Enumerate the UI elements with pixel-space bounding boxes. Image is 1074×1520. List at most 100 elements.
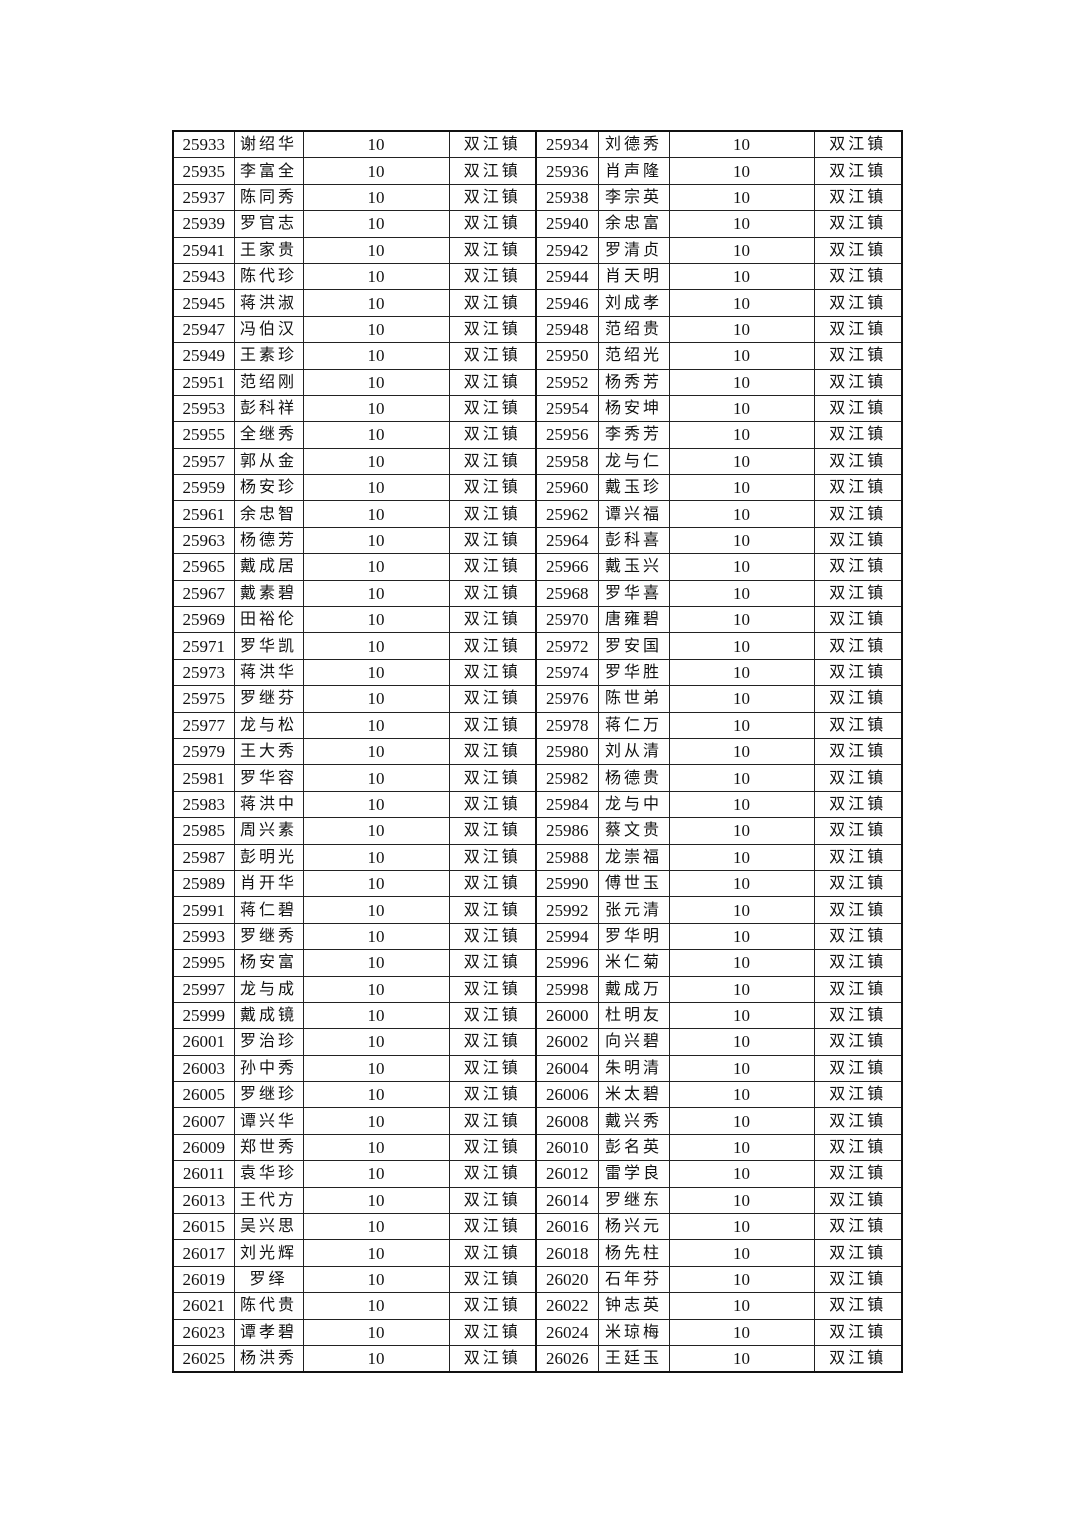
amount-cell: 10 bbox=[302, 236, 450, 264]
town-name-cell: 双江镇 bbox=[448, 843, 537, 871]
town-name-cell: 双江镇 bbox=[448, 1081, 537, 1109]
amount-cell: 10 bbox=[302, 579, 450, 608]
table-row: 25941 王家贵 10 双江镇 25942 罗清贞 10 双江镇 bbox=[172, 236, 903, 264]
person-name-cell: 戴玉珍 bbox=[597, 474, 670, 502]
record-id-cell: 26001 bbox=[172, 1028, 235, 1056]
record-id-cell: 25938 bbox=[535, 183, 599, 212]
amount-cell: 10 bbox=[668, 606, 815, 634]
record-id-cell: 25939 bbox=[172, 210, 235, 238]
record-id-cell: 26003 bbox=[172, 1054, 235, 1083]
town-name-cell: 双江镇 bbox=[448, 1344, 537, 1373]
amount-cell: 10 bbox=[302, 421, 450, 449]
amount-cell: 10 bbox=[668, 658, 815, 687]
town-name-cell: 双江镇 bbox=[813, 949, 903, 977]
town-name-cell: 双江镇 bbox=[448, 342, 537, 370]
person-name-cell: 刘从清 bbox=[597, 737, 670, 766]
table-row: 26007 谭兴华 10 双江镇 26008 戴兴秀 10 双江镇 bbox=[172, 1107, 903, 1135]
table-row: 25995 杨安富 10 双江镇 25996 米仁菊 10 双江镇 bbox=[172, 949, 903, 977]
table-row: 25945 蒋洪淑 10 双江镇 25946 刘成孝 10 双江镇 bbox=[172, 289, 903, 317]
record-id-cell: 26010 bbox=[535, 1133, 599, 1162]
person-name-cell: 米琼梅 bbox=[597, 1318, 670, 1346]
person-name-cell: 杨德贵 bbox=[597, 764, 670, 792]
table-row: 26011 袁华珍 10 双江镇 26012 雷学良 10 双江镇 bbox=[172, 1160, 903, 1188]
amount-cell: 10 bbox=[302, 685, 450, 713]
table-row: 26019 罗绎 10 双江镇 26020 石年芬 10 双江镇 bbox=[172, 1265, 903, 1294]
person-name-cell: 杨秀芳 bbox=[597, 368, 670, 396]
record-id-cell: 25986 bbox=[535, 817, 599, 845]
town-name-cell: 双江镇 bbox=[813, 1054, 903, 1083]
table-row: 25989 肖开华 10 双江镇 25990 傅世玉 10 双江镇 bbox=[172, 869, 903, 898]
record-id-cell: 25982 bbox=[535, 764, 599, 792]
record-id-cell: 26016 bbox=[535, 1213, 599, 1241]
town-name-cell: 双江镇 bbox=[813, 421, 903, 449]
person-name-cell: 陈代珍 bbox=[233, 262, 304, 291]
record-id-cell: 25953 bbox=[172, 394, 235, 423]
person-name-cell: 冯伯汉 bbox=[233, 315, 304, 344]
amount-cell: 10 bbox=[668, 342, 815, 370]
town-name-cell: 双江镇 bbox=[448, 817, 537, 845]
town-name-cell: 双江镇 bbox=[813, 737, 903, 766]
person-name-cell: 周兴素 bbox=[233, 817, 304, 845]
amount-cell: 10 bbox=[302, 1213, 450, 1241]
town-name-cell: 双江镇 bbox=[813, 130, 903, 159]
person-name-cell: 王素珍 bbox=[233, 342, 304, 370]
record-id-cell: 25943 bbox=[172, 262, 235, 291]
record-id-cell: 25935 bbox=[172, 157, 235, 185]
record-id-cell: 26005 bbox=[172, 1081, 235, 1109]
person-name-cell: 龙与松 bbox=[233, 711, 304, 739]
record-id-cell: 26019 bbox=[172, 1265, 235, 1294]
amount-cell: 10 bbox=[668, 315, 815, 344]
record-id-cell: 25967 bbox=[172, 579, 235, 608]
table-row: 25963 杨德芳 10 双江镇 25964 彭科喜 10 双江镇 bbox=[172, 526, 903, 555]
town-name-cell: 双江镇 bbox=[448, 183, 537, 212]
amount-cell: 10 bbox=[302, 896, 450, 924]
record-id-cell: 26002 bbox=[535, 1028, 599, 1056]
amount-cell: 10 bbox=[668, 262, 815, 291]
person-name-cell: 范绍贵 bbox=[597, 315, 670, 344]
record-id-cell: 25989 bbox=[172, 869, 235, 898]
table-row: 25977 龙与松 10 双江镇 25978 蒋仁万 10 双江镇 bbox=[172, 711, 903, 739]
amount-cell: 10 bbox=[668, 1213, 815, 1241]
person-name-cell: 罗华喜 bbox=[597, 579, 670, 608]
person-name-cell: 田裕伦 bbox=[233, 606, 304, 634]
person-name-cell: 李秀芳 bbox=[597, 421, 670, 449]
amount-cell: 10 bbox=[302, 1186, 450, 1215]
record-id-cell: 25949 bbox=[172, 342, 235, 370]
town-name-cell: 双江镇 bbox=[813, 1081, 903, 1109]
person-name-cell: 范绍刚 bbox=[233, 368, 304, 396]
table-row: 25943 陈代珍 10 双江镇 25944 肖天明 10 双江镇 bbox=[172, 262, 903, 291]
record-id-cell: 25951 bbox=[172, 368, 235, 396]
town-name-cell: 双江镇 bbox=[813, 658, 903, 687]
town-name-cell: 双江镇 bbox=[813, 1133, 903, 1162]
amount-cell: 10 bbox=[302, 1292, 450, 1320]
record-id-cell: 25996 bbox=[535, 949, 599, 977]
person-name-cell: 王代方 bbox=[233, 1186, 304, 1215]
amount-cell: 10 bbox=[668, 394, 815, 423]
record-id-cell: 25960 bbox=[535, 474, 599, 502]
record-id-cell: 25969 bbox=[172, 606, 235, 634]
person-name-cell: 罗华容 bbox=[233, 764, 304, 792]
record-id-cell: 25966 bbox=[535, 553, 599, 581]
table-row: 25935 李富全 10 双江镇 25936 肖声隆 10 双江镇 bbox=[172, 157, 903, 185]
amount-cell: 10 bbox=[302, 368, 450, 396]
amount-cell: 10 bbox=[302, 500, 450, 528]
town-name-cell: 双江镇 bbox=[813, 579, 903, 608]
amount-cell: 10 bbox=[668, 130, 815, 159]
town-name-cell: 双江镇 bbox=[448, 606, 537, 634]
record-id-cell: 25991 bbox=[172, 896, 235, 924]
amount-cell: 10 bbox=[668, 1292, 815, 1320]
town-name-cell: 双江镇 bbox=[813, 262, 903, 291]
table-row: 25949 王素珍 10 双江镇 25950 范绍光 10 双江镇 bbox=[172, 342, 903, 370]
record-id-cell: 26017 bbox=[172, 1239, 235, 1267]
record-id-cell: 26015 bbox=[172, 1213, 235, 1241]
person-name-cell: 龙崇福 bbox=[597, 843, 670, 871]
person-name-cell: 龙与成 bbox=[233, 975, 304, 1003]
town-name-cell: 双江镇 bbox=[448, 474, 537, 502]
person-name-cell: 杨安坤 bbox=[597, 394, 670, 423]
person-name-cell: 孙中秀 bbox=[233, 1054, 304, 1083]
person-name-cell: 李富全 bbox=[233, 157, 304, 185]
amount-cell: 10 bbox=[668, 1001, 815, 1030]
person-name-cell: 杨洪秀 bbox=[233, 1344, 304, 1373]
record-id-cell: 25956 bbox=[535, 421, 599, 449]
person-name-cell: 罗继芬 bbox=[233, 685, 304, 713]
